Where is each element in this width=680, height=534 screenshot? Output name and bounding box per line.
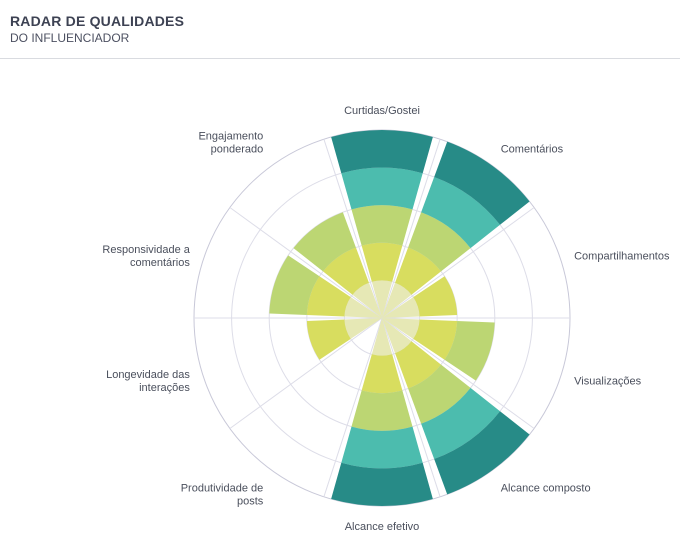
category-label-line: Responsividade a bbox=[102, 244, 190, 256]
category-label-line: Curtidas/Gostei bbox=[344, 105, 420, 117]
bar-segment bbox=[341, 426, 423, 469]
bar-segment bbox=[421, 387, 501, 460]
bar-segment bbox=[395, 247, 442, 295]
category-label-line: ponderado bbox=[211, 144, 264, 156]
category-label: Compartilhamentos bbox=[574, 251, 670, 263]
bar-segment bbox=[413, 276, 458, 317]
category-label-line: Engajamento bbox=[198, 131, 263, 143]
grid-spoke bbox=[323, 317, 383, 497]
bar-segment bbox=[395, 341, 442, 389]
grid-spoke bbox=[381, 139, 441, 319]
category-label: Comentários bbox=[501, 144, 564, 156]
bar-segment bbox=[434, 411, 530, 495]
bar-segment bbox=[361, 354, 403, 394]
bar-segment bbox=[382, 318, 420, 339]
bar-segment bbox=[322, 247, 369, 295]
category-label: Alcance composto bbox=[501, 482, 591, 494]
bar-segment bbox=[361, 242, 403, 282]
category-label-line: Compartilhamentos bbox=[574, 251, 670, 263]
bar-segment bbox=[421, 176, 501, 249]
category-label: Longevidade das interações bbox=[106, 369, 190, 394]
bar-segment bbox=[444, 321, 495, 381]
bar-segment bbox=[371, 280, 393, 318]
bar-segment bbox=[331, 129, 433, 174]
category-label-line: comentários bbox=[130, 257, 190, 269]
category-label: Alcance efetivo bbox=[345, 521, 420, 533]
bar-segment bbox=[413, 319, 458, 360]
bar-segment bbox=[344, 318, 382, 339]
chart-header: RADAR DE QUALIDADES DO INFLUENCIADOR bbox=[0, 0, 680, 59]
chart-subtitle: DO INFLUENCIADOR bbox=[10, 31, 130, 45]
chart-title: RADAR DE QUALIDADES bbox=[10, 13, 185, 29]
grid-spoke bbox=[229, 317, 383, 429]
bar-segment bbox=[351, 390, 413, 431]
bar-segment bbox=[382, 297, 420, 318]
bar-segment bbox=[293, 212, 356, 272]
bar-segment bbox=[371, 318, 393, 356]
category-label: Visualizações bbox=[574, 375, 642, 387]
grid-spoke bbox=[381, 207, 535, 319]
bar-segment bbox=[306, 319, 351, 360]
category-label-line: posts bbox=[237, 495, 264, 507]
grid-spoke bbox=[229, 207, 383, 319]
bar-segment bbox=[341, 167, 423, 210]
grid-spoke bbox=[381, 317, 441, 497]
bar-segment bbox=[331, 462, 433, 506]
category-label-line: interações bbox=[139, 382, 190, 394]
category-label-line: Longevidade das bbox=[106, 369, 190, 381]
category-label: Produtividade de posts bbox=[181, 482, 264, 507]
bar-segment bbox=[408, 212, 471, 272]
category-label: Curtidas/Gostei bbox=[344, 105, 420, 117]
bar-segment bbox=[344, 297, 382, 318]
category-label-line: Visualizações bbox=[574, 375, 642, 387]
category-label-line: Comentários bbox=[501, 144, 564, 156]
category-label-line: Alcance composto bbox=[501, 482, 591, 494]
category-label: Engajamento ponderado bbox=[198, 131, 263, 156]
bar-segment bbox=[408, 364, 471, 424]
bar-segment bbox=[434, 141, 530, 225]
bar-segment bbox=[269, 255, 320, 315]
category-label-line: Alcance efetivo bbox=[345, 521, 420, 533]
category-label-line: Produtividade de bbox=[181, 482, 264, 494]
bar-segment bbox=[382, 282, 412, 318]
bar-segment bbox=[382, 318, 412, 354]
bar-segment bbox=[351, 205, 413, 246]
category-label: Responsividade a comentários bbox=[102, 244, 190, 269]
bar-segment bbox=[352, 282, 382, 318]
bar-segment bbox=[306, 276, 351, 317]
grid-spoke bbox=[381, 317, 535, 429]
grid-spoke bbox=[323, 139, 383, 319]
